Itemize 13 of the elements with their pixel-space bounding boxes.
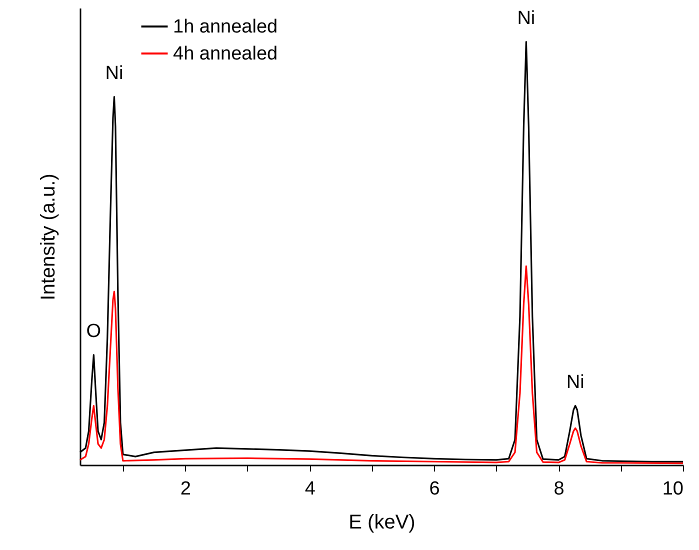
x-tick-label: 4 xyxy=(304,478,316,500)
x-tick-label: 8 xyxy=(554,478,564,500)
x-tick-label: 6 xyxy=(429,478,440,500)
annotation: Ni xyxy=(517,8,536,29)
legend-label: 1h annealed xyxy=(173,16,278,38)
annotation: Ni xyxy=(566,372,584,393)
y-axis-title: Intensity (a.u.) xyxy=(38,174,60,300)
legend-label: 4h annealed xyxy=(173,44,278,64)
annotation: O xyxy=(86,320,102,342)
x-tick-label: 2 xyxy=(180,478,191,500)
annotation: Ni xyxy=(105,62,124,84)
x-tick-label: 10 xyxy=(662,478,684,500)
x-axis-title: E (keV) xyxy=(348,512,416,534)
